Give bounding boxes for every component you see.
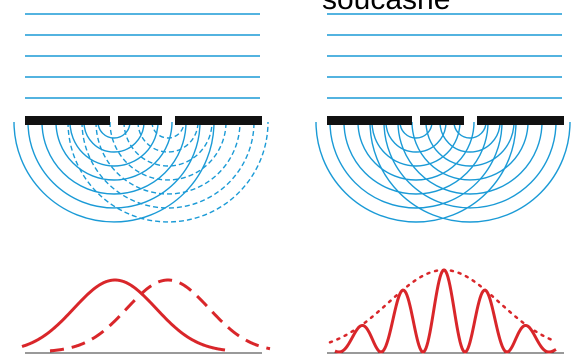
diffracted-wave: [386, 122, 446, 152]
diffracted-wave: [42, 122, 186, 194]
diffracted-wave: [96, 122, 240, 194]
barrier: [25, 116, 110, 125]
barrier: [477, 116, 564, 125]
barrier: [327, 116, 412, 125]
intensity-slit-2: [50, 280, 270, 351]
diffracted-wave: [398, 122, 542, 194]
diffracted-wave: [344, 122, 488, 194]
intensity-slit-1: [22, 280, 225, 350]
page: {"label": "současně"} současně (() => { …: [0, 0, 578, 355]
diffracted-wave: [138, 122, 198, 152]
interference-pattern: [335, 270, 556, 352]
diffracted-wave: [84, 122, 144, 152]
envelope: [330, 270, 556, 342]
barrier: [175, 116, 262, 125]
barrier: [420, 116, 464, 125]
diagram: současně: [0, 0, 578, 355]
barrier: [118, 116, 162, 125]
diffracted-wave: [440, 122, 500, 152]
